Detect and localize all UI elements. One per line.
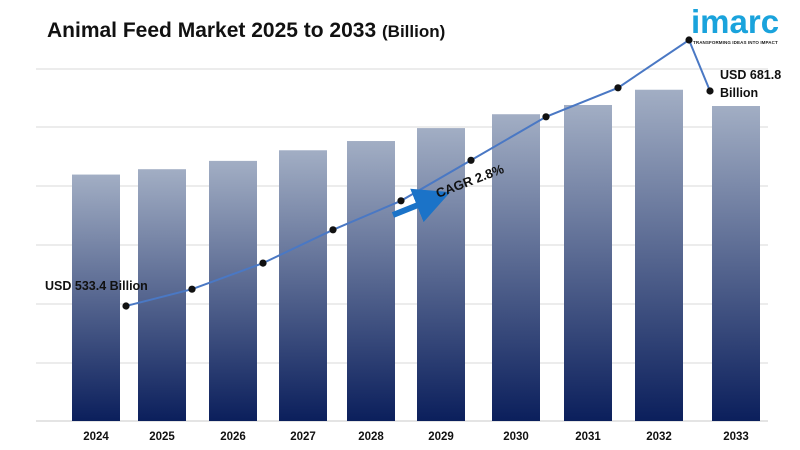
chart-title: Animal Feed Market 2025 to 2033 (Billion…: [47, 19, 445, 43]
bar-2033: [712, 106, 760, 421]
x-tick-label: 2031: [575, 431, 601, 443]
x-tick-label: 2032: [646, 431, 672, 443]
trend-point-2025: [188, 285, 196, 293]
x-tick-label: 2026: [220, 431, 246, 443]
x-tick-label: 2028: [358, 431, 384, 443]
x-tick-label: 2025: [149, 431, 175, 443]
trend-point-2027: [329, 226, 337, 234]
trend-point-2026: [259, 259, 267, 267]
trend-line: [125, 38, 711, 307]
bar-2025: [138, 169, 186, 421]
trend-point-2033: [706, 87, 714, 95]
x-tick-label: 2027: [290, 431, 316, 443]
trend-point-2028: [397, 197, 405, 205]
cagr-arrow-icon: [391, 188, 451, 223]
x-tick-label: 2024: [83, 431, 109, 443]
bar-2028: [347, 141, 395, 421]
trend-line-group: [122, 36, 714, 310]
x-tick-label: 2030: [503, 431, 529, 443]
logo-wordmark: imarc: [691, 3, 780, 40]
chart-title-unit: (Billion): [382, 22, 446, 41]
x-tick-label: 2033: [723, 431, 749, 443]
imarc-logo: imarc TRANSFORMING IDEAS INTO IMPACT: [691, 4, 781, 48]
trend-point-2024: [122, 302, 130, 310]
trend-point-2030: [542, 113, 550, 121]
x-axis-ticks: 2024 2025 2026 2027 2028 2029 2030 2031 2032 2033: [83, 431, 749, 443]
x-tick-label: 2029: [428, 431, 454, 443]
bar-2032: [635, 89, 683, 421]
bar-2031: [564, 104, 612, 421]
bar-2029: [417, 128, 465, 422]
bar-2030: [492, 114, 540, 421]
trend-point-2029: [467, 156, 475, 164]
start-value-label: USD 533.4 Billion: [45, 279, 148, 293]
end-value-label-line2: Billion: [720, 86, 758, 100]
trend-point-2032: [685, 36, 693, 44]
trend-point-2031: [614, 84, 622, 92]
logo-tagline: TRANSFORMING IDEAS INTO IMPACT: [693, 40, 778, 45]
bar-2027: [279, 150, 327, 421]
bar-2024: [72, 174, 120, 421]
end-value-label-line1: USD 681.8: [720, 68, 781, 82]
bar-2026: [209, 160, 257, 421]
chart-title-text: Animal Feed Market 2025 to 2033: [47, 19, 377, 42]
bars: [72, 89, 760, 422]
